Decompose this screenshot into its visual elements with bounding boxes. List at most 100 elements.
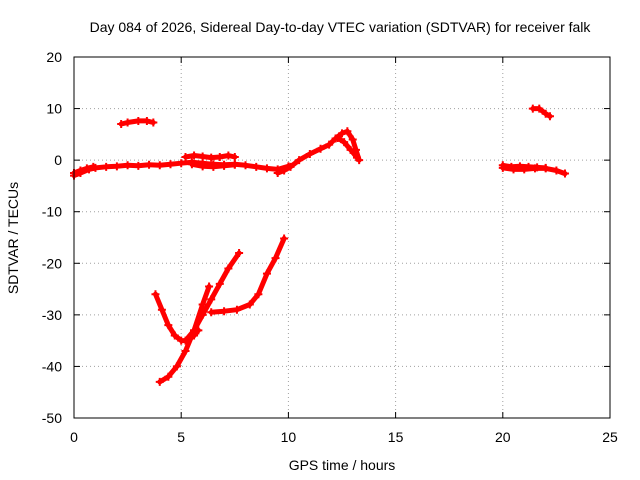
data-point (207, 308, 216, 317)
data-point (262, 164, 271, 173)
data-point (545, 112, 554, 121)
data-point (286, 162, 295, 171)
x-tick-label: 0 (70, 429, 78, 445)
data-point (157, 305, 166, 314)
data-point (149, 118, 158, 127)
data-point (151, 290, 160, 299)
x-tick-label: 25 (602, 429, 618, 445)
data-point (166, 160, 175, 169)
data-point (230, 160, 239, 169)
data-point (560, 169, 569, 178)
data-point (280, 166, 289, 175)
data-point (535, 104, 544, 113)
data-point (181, 346, 190, 355)
data-point (252, 162, 261, 171)
data-point (541, 163, 550, 172)
data-point (230, 153, 239, 162)
data-point (198, 152, 207, 161)
grid (74, 57, 610, 418)
data-point (338, 129, 346, 138)
data-point (325, 140, 334, 149)
data-point (262, 269, 271, 278)
data-point (190, 151, 199, 160)
data-point (224, 151, 233, 160)
data-point (552, 166, 561, 175)
data-point (198, 300, 207, 309)
data-point (82, 164, 91, 173)
data-point (305, 149, 314, 158)
data-point (164, 321, 173, 330)
data-point (170, 331, 179, 340)
data-point (232, 305, 241, 314)
data-point (187, 160, 196, 169)
data-point (353, 153, 362, 162)
data-point (205, 282, 214, 291)
series-trace (530, 106, 553, 119)
plot-frame (73, 56, 611, 419)
data-point (348, 135, 357, 144)
data-point (533, 163, 542, 172)
series-9 (155, 282, 214, 386)
data-point (198, 310, 207, 319)
data-point (145, 160, 154, 169)
series-5 (117, 116, 158, 129)
data-point (123, 118, 132, 127)
data-point (245, 300, 254, 309)
data-point (198, 162, 207, 171)
y-tick-label: -30 (42, 307, 62, 323)
axis-ticks: 0 5 10 15 20 25 -50 -40 -30 -20 -10 0 10 20 (42, 49, 618, 445)
data-point (215, 279, 224, 288)
data-point (515, 162, 524, 171)
series-trace (71, 159, 291, 179)
data-point (241, 161, 250, 170)
y-axis-label: SDTVAR / TECUs (5, 182, 21, 294)
data-point (172, 362, 181, 371)
series-trace (335, 135, 360, 161)
y-tick-label: -20 (42, 255, 62, 271)
y-tick-label: -40 (42, 358, 62, 374)
data-point (273, 169, 282, 178)
series-13 (498, 161, 550, 172)
data-point (224, 264, 233, 273)
y-tick-label: 20 (46, 49, 62, 65)
data-point (333, 133, 342, 142)
x-tick-label: 15 (388, 429, 404, 445)
data-point (209, 162, 218, 171)
data-point (507, 162, 516, 171)
data-point (498, 161, 507, 170)
data-point (190, 326, 199, 335)
chart-title: Day 084 of 2026, Sidereal Day-to-day VTE… (90, 19, 592, 35)
data-point (112, 162, 121, 171)
y-tick-label: -50 (42, 410, 62, 426)
y-tick-label: 10 (46, 101, 62, 117)
series-11 (207, 234, 289, 317)
y-tick-label: -10 (42, 204, 62, 220)
data-point (220, 161, 229, 170)
data-point (181, 336, 190, 345)
data-point (207, 153, 216, 162)
data-point (235, 248, 244, 257)
data-series (70, 104, 569, 386)
data-point (117, 120, 126, 129)
data-point (295, 156, 304, 165)
data-point (280, 234, 289, 243)
x-tick-label: 10 (281, 429, 297, 445)
series-1 (70, 158, 293, 180)
x-tick-label: 5 (177, 429, 185, 445)
data-point (343, 127, 352, 136)
data-point (271, 254, 280, 263)
data-point (134, 161, 143, 170)
data-point (123, 161, 132, 170)
data-point (142, 116, 151, 125)
data-point (89, 162, 98, 171)
data-point (155, 161, 164, 170)
data-point (181, 153, 190, 162)
data-point (316, 144, 325, 153)
series-7 (333, 133, 362, 162)
data-point (541, 109, 550, 118)
data-point (134, 116, 143, 125)
data-point (207, 295, 216, 304)
series-4 (187, 160, 239, 171)
data-point (340, 138, 349, 147)
